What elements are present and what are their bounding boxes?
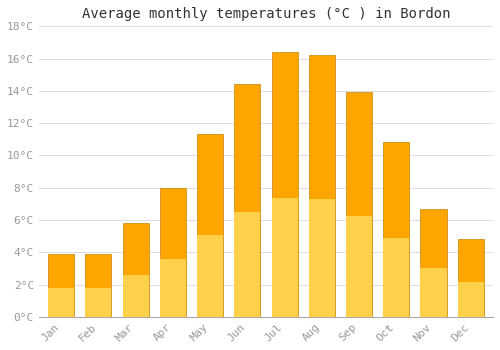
Bar — [197, 235, 223, 317]
Bar — [383, 238, 409, 317]
Bar — [346, 92, 372, 317]
Bar — [234, 84, 260, 317]
Title: Average monthly temperatures (°C ) in Bordon: Average monthly temperatures (°C ) in Bo… — [82, 7, 450, 21]
Bar — [48, 254, 74, 317]
Bar — [160, 259, 186, 317]
Bar — [346, 216, 372, 317]
Bar — [458, 282, 483, 317]
Bar — [308, 55, 335, 317]
Bar — [383, 142, 409, 317]
Bar — [420, 209, 446, 317]
Bar — [86, 288, 112, 317]
Bar — [420, 268, 446, 317]
Bar — [308, 199, 335, 317]
Bar — [272, 198, 297, 317]
Bar — [122, 275, 148, 317]
Bar — [458, 239, 483, 317]
Bar — [86, 254, 112, 317]
Bar — [122, 223, 148, 317]
Bar — [234, 212, 260, 317]
Bar — [48, 288, 74, 317]
Bar — [272, 52, 297, 317]
Bar — [197, 134, 223, 317]
Bar — [160, 188, 186, 317]
